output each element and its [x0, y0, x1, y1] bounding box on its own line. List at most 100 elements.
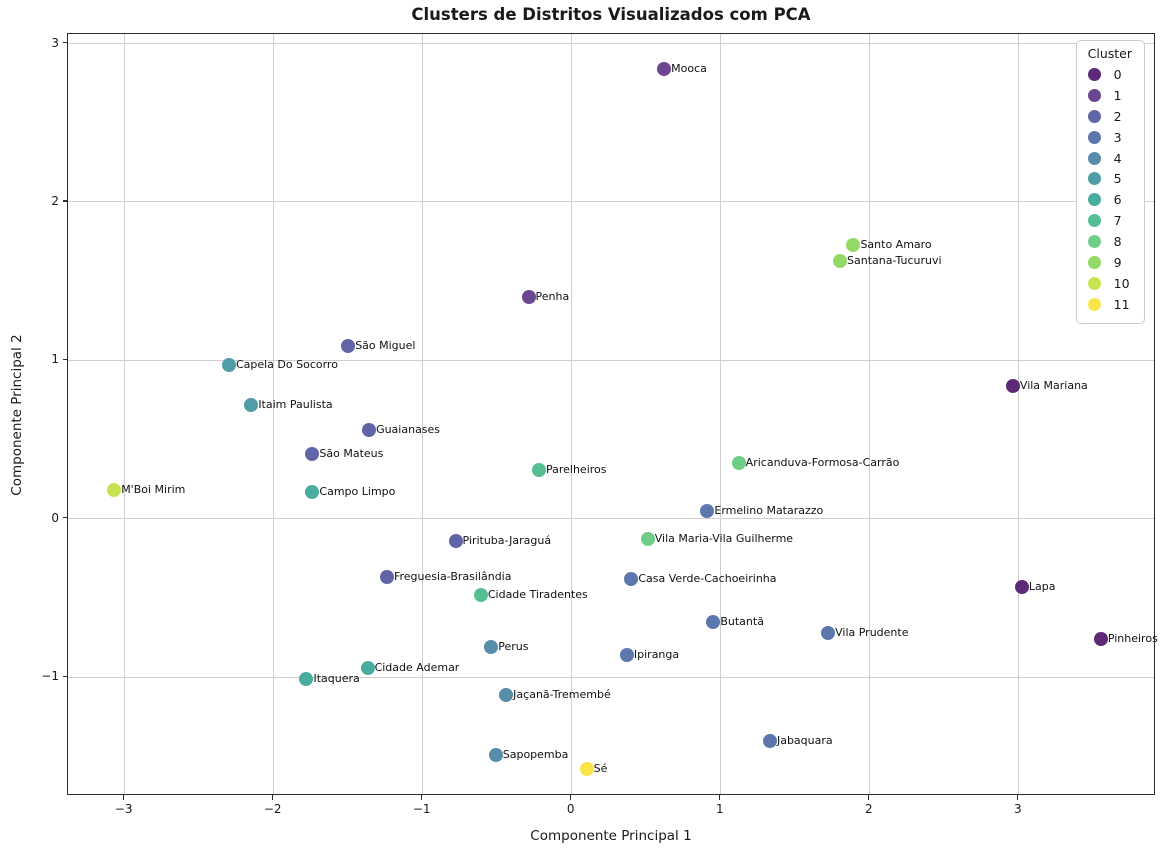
scatter-point	[700, 503, 715, 518]
chart-title: Clusters de Distritos Visualizados com P…	[411, 5, 811, 24]
scatter-point	[531, 462, 546, 477]
scatter-point	[362, 423, 377, 438]
point-label: Jaçanã-Tremembé	[513, 687, 611, 701]
x-tick-label: 3	[1014, 802, 1022, 816]
legend-swatch	[1087, 151, 1101, 165]
x-tick-mark	[868, 795, 870, 800]
scatter-point	[640, 532, 655, 547]
plot-area: Mooca Santo Amaro Santana-Tucuruvi Penha São…	[67, 33, 1158, 795]
scatter-point	[299, 671, 314, 686]
point-label: Freguesia-Brasilândia	[393, 570, 512, 584]
point-label: Mooca	[671, 62, 707, 76]
legend-item-label: 2	[1113, 108, 1122, 124]
x-tick-mark	[719, 795, 721, 800]
gridline-horizontal	[68, 676, 1154, 678]
y-tick-mark	[62, 675, 67, 677]
scatter-point	[846, 237, 861, 252]
gridline-vertical	[273, 34, 275, 794]
point-label: Sapopemba	[502, 748, 569, 762]
legend-item: 2	[1087, 106, 1132, 127]
x-tick-label: −2	[263, 802, 282, 816]
gridline-vertical	[869, 34, 871, 794]
legend-swatch	[1087, 67, 1101, 81]
legend-item: 8	[1087, 231, 1132, 252]
scatter-point	[1014, 579, 1029, 594]
gridline-horizontal	[68, 43, 1154, 44]
y-tick-label: 1	[51, 352, 59, 367]
point-label: Cidade Ademar	[374, 660, 460, 674]
x-tick-label: 1	[715, 802, 724, 816]
scatter-point	[706, 614, 721, 629]
scatter-point	[484, 640, 499, 655]
x-tick-label: 2	[865, 802, 873, 816]
point-label: Jabaquara	[776, 733, 833, 747]
point-label: M'Boi Mirim	[121, 483, 186, 497]
point-label: Casa Verde-Cachoeirinha	[638, 572, 777, 586]
gridline-vertical	[124, 34, 126, 794]
scatter-point	[473, 587, 488, 602]
point-label: Cidade Tiradentes	[487, 588, 588, 602]
point-label: Aricanduva-Formosa-Carrão	[745, 456, 900, 470]
scatter-point	[731, 456, 746, 471]
legend-item: 6	[1087, 189, 1132, 210]
scatter-point	[244, 397, 259, 412]
point-label: Vila Maria-Vila Guilherme	[654, 532, 794, 546]
legend-swatch	[1087, 297, 1101, 311]
scatter-point	[833, 253, 848, 268]
y-tick-label: −1	[41, 669, 59, 684]
scatter-point	[1005, 378, 1020, 393]
legend-item-label: 4	[1113, 150, 1122, 166]
point-label: Vila Prudente	[835, 626, 909, 640]
point-label: Butantã	[720, 614, 764, 628]
scatter-point	[657, 61, 672, 76]
point-label: Santana-Tucuruvi	[847, 253, 942, 267]
scatter-point	[305, 484, 320, 499]
point-label: Perus	[498, 640, 529, 654]
legend-item-label: 5	[1113, 171, 1122, 187]
y-tick-label: 2	[51, 193, 59, 208]
legend-item-label: 6	[1113, 192, 1122, 208]
gridline-horizontal	[68, 359, 1154, 361]
gridline-vertical	[1018, 34, 1020, 794]
legend-item: 3	[1087, 127, 1132, 148]
legend-swatch	[1087, 214, 1101, 228]
gridline-vertical	[422, 34, 424, 794]
legend-item-label: 10	[1113, 275, 1130, 291]
point-label: São Mateus	[319, 447, 384, 461]
legend-swatch	[1087, 276, 1101, 290]
x-tick-label: −1	[412, 802, 431, 816]
scatter-point	[762, 733, 777, 748]
y-tick-label: 3	[51, 35, 59, 50]
legend-item-label: 0	[1113, 66, 1122, 82]
legend-swatch	[1087, 88, 1101, 102]
point-label: Sé	[593, 762, 608, 776]
scatter-point	[221, 358, 236, 373]
x-tick-label: 0	[566, 802, 575, 816]
legend-item-label: 8	[1113, 234, 1122, 250]
point-label: Vila Mariana	[1019, 378, 1088, 392]
x-tick-label: −3	[114, 802, 133, 816]
legend-item: 9	[1087, 252, 1132, 273]
point-label: Pirituba-Jaraguá	[462, 534, 552, 548]
scatter-point	[521, 289, 536, 304]
scatter-point	[379, 570, 394, 585]
scatter-point	[448, 533, 463, 548]
point-label: Santo Amaro	[860, 237, 932, 251]
x-tick-mark	[272, 795, 274, 800]
scatter-point	[499, 687, 514, 702]
legend-item: 0	[1087, 64, 1132, 85]
legend-swatch	[1087, 235, 1101, 249]
x-tick-mark	[123, 795, 125, 800]
scatter-point	[360, 660, 375, 675]
legend-item-label: 1	[1113, 87, 1122, 103]
y-tick-mark	[62, 41, 67, 44]
point-label: Ermelino Matarazzo	[714, 504, 824, 518]
scatter-point	[107, 483, 122, 498]
scatter-point	[821, 625, 836, 640]
legend-item-label: 3	[1113, 129, 1122, 145]
legend-swatch	[1087, 109, 1101, 123]
gridline-vertical	[571, 34, 573, 794]
point-label: Itaim Paulista	[258, 397, 333, 411]
point-label: São Miguel	[355, 339, 416, 353]
x-tick-mark	[570, 795, 572, 800]
